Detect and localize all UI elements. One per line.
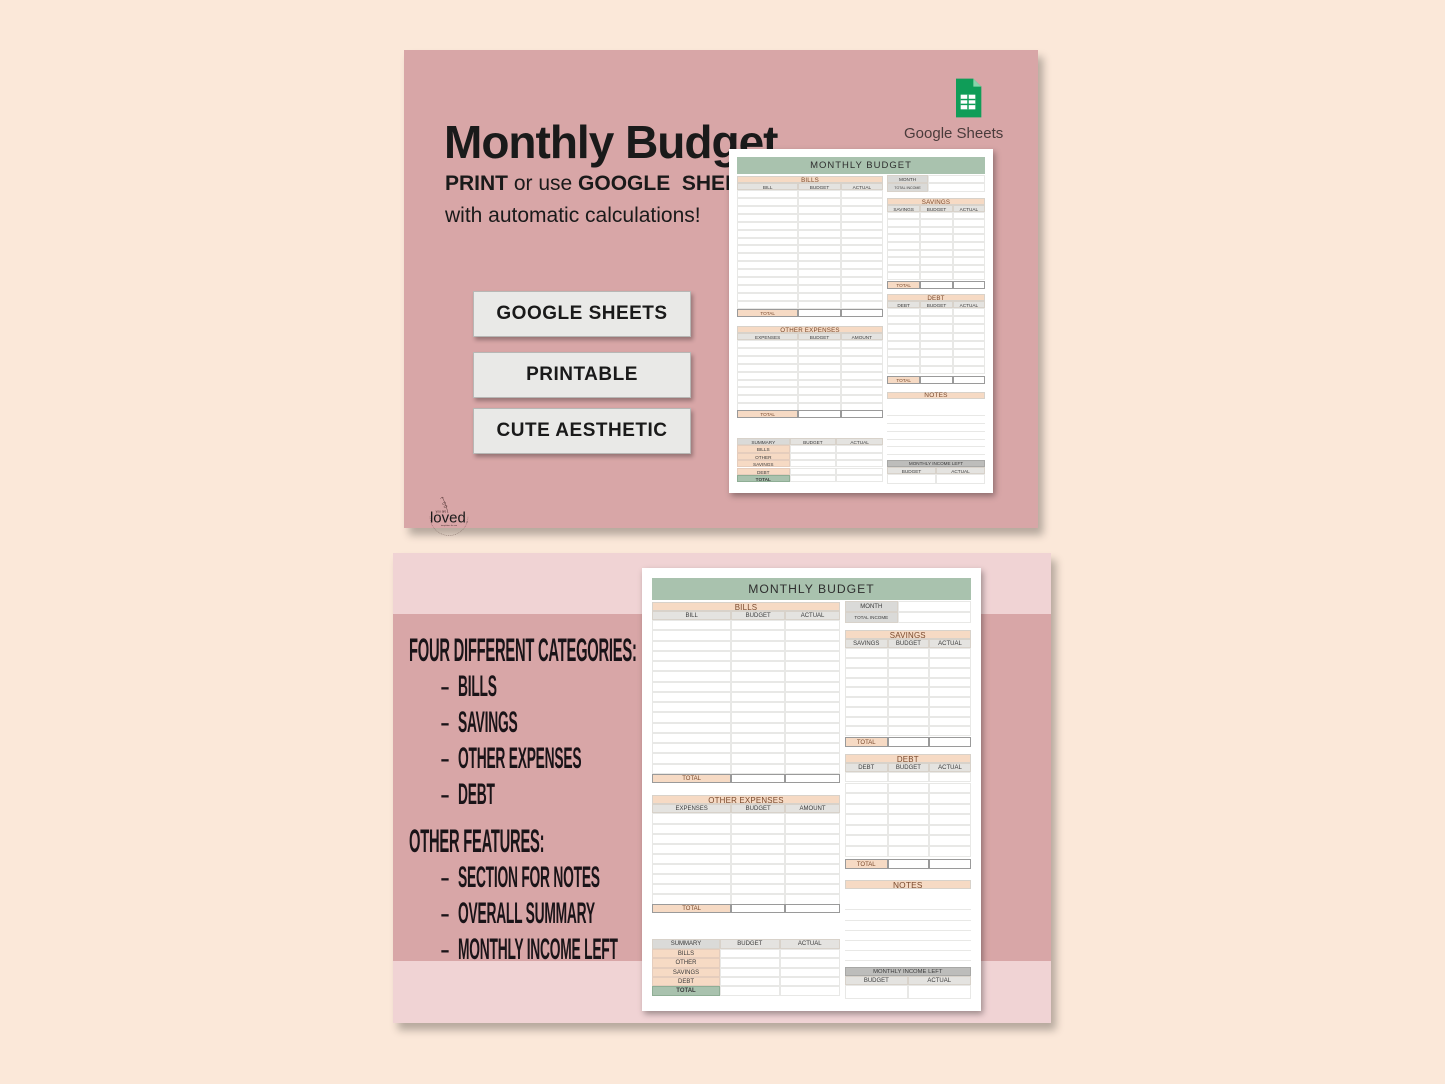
svg-text:templates for me: templates for me [441,524,458,527]
svg-text:loved.: loved. [430,510,468,527]
